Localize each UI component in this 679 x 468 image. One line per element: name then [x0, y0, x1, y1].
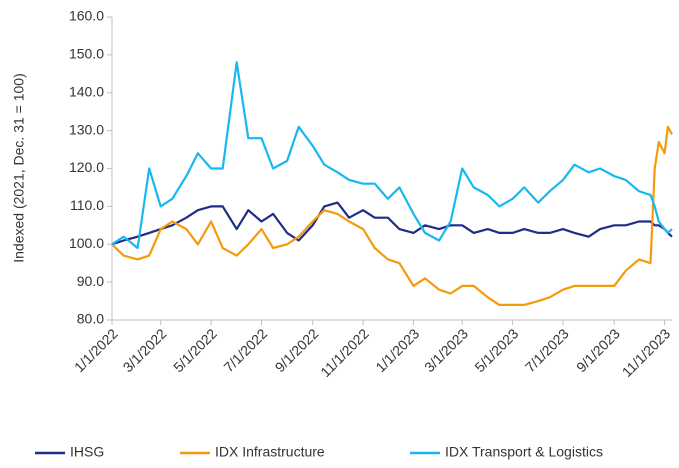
- series-line: [111, 125, 673, 306]
- legend-label: IHSG: [70, 444, 104, 460]
- legend-label: IDX Infrastructure: [215, 444, 325, 460]
- x-tick-label: 3/1/2023: [421, 325, 471, 375]
- x-tick-label: 5/1/2023: [471, 325, 521, 375]
- legend-label: IDX Transport & Logistics: [445, 444, 603, 460]
- x-tick-label: 9/1/2023: [573, 325, 623, 375]
- y-tick-label: 150.0: [69, 46, 104, 62]
- x-tick-label: 7/1/2022: [220, 325, 270, 375]
- x-tick-label: 9/1/2022: [272, 325, 322, 375]
- y-tick-label: 100.0: [69, 235, 104, 251]
- x-tick-label: 1/1/2023: [372, 325, 422, 375]
- y-tick-label: 90.0: [77, 273, 104, 289]
- x-tick-label: 3/1/2022: [120, 325, 170, 375]
- y-tick-label: 110.0: [70, 197, 104, 213]
- x-tick-label: 5/1/2022: [170, 325, 220, 375]
- y-tick-label: 130.0: [69, 121, 104, 137]
- y-tick-label: 80.0: [77, 311, 104, 327]
- series-line: [111, 201, 673, 246]
- y-tick-label: 120.0: [69, 159, 104, 175]
- x-tick-label: 11/1/2023: [619, 325, 674, 380]
- y-tick-label: 140.0: [69, 83, 104, 99]
- x-tick-label: 11/1/2022: [317, 325, 372, 380]
- series-line: [111, 61, 673, 250]
- y-tick-label: 160.0: [69, 8, 104, 24]
- x-tick-label: 1/1/2022: [71, 325, 121, 375]
- x-tick-label: 7/1/2023: [522, 325, 572, 375]
- y-axis-label: Indexed (2021, Dec. 31 = 100): [11, 73, 27, 263]
